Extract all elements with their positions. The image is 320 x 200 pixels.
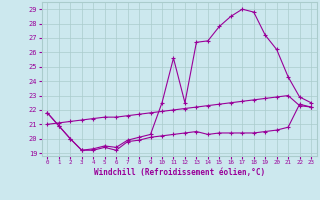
X-axis label: Windchill (Refroidissement éolien,°C): Windchill (Refroidissement éolien,°C)	[94, 168, 265, 177]
